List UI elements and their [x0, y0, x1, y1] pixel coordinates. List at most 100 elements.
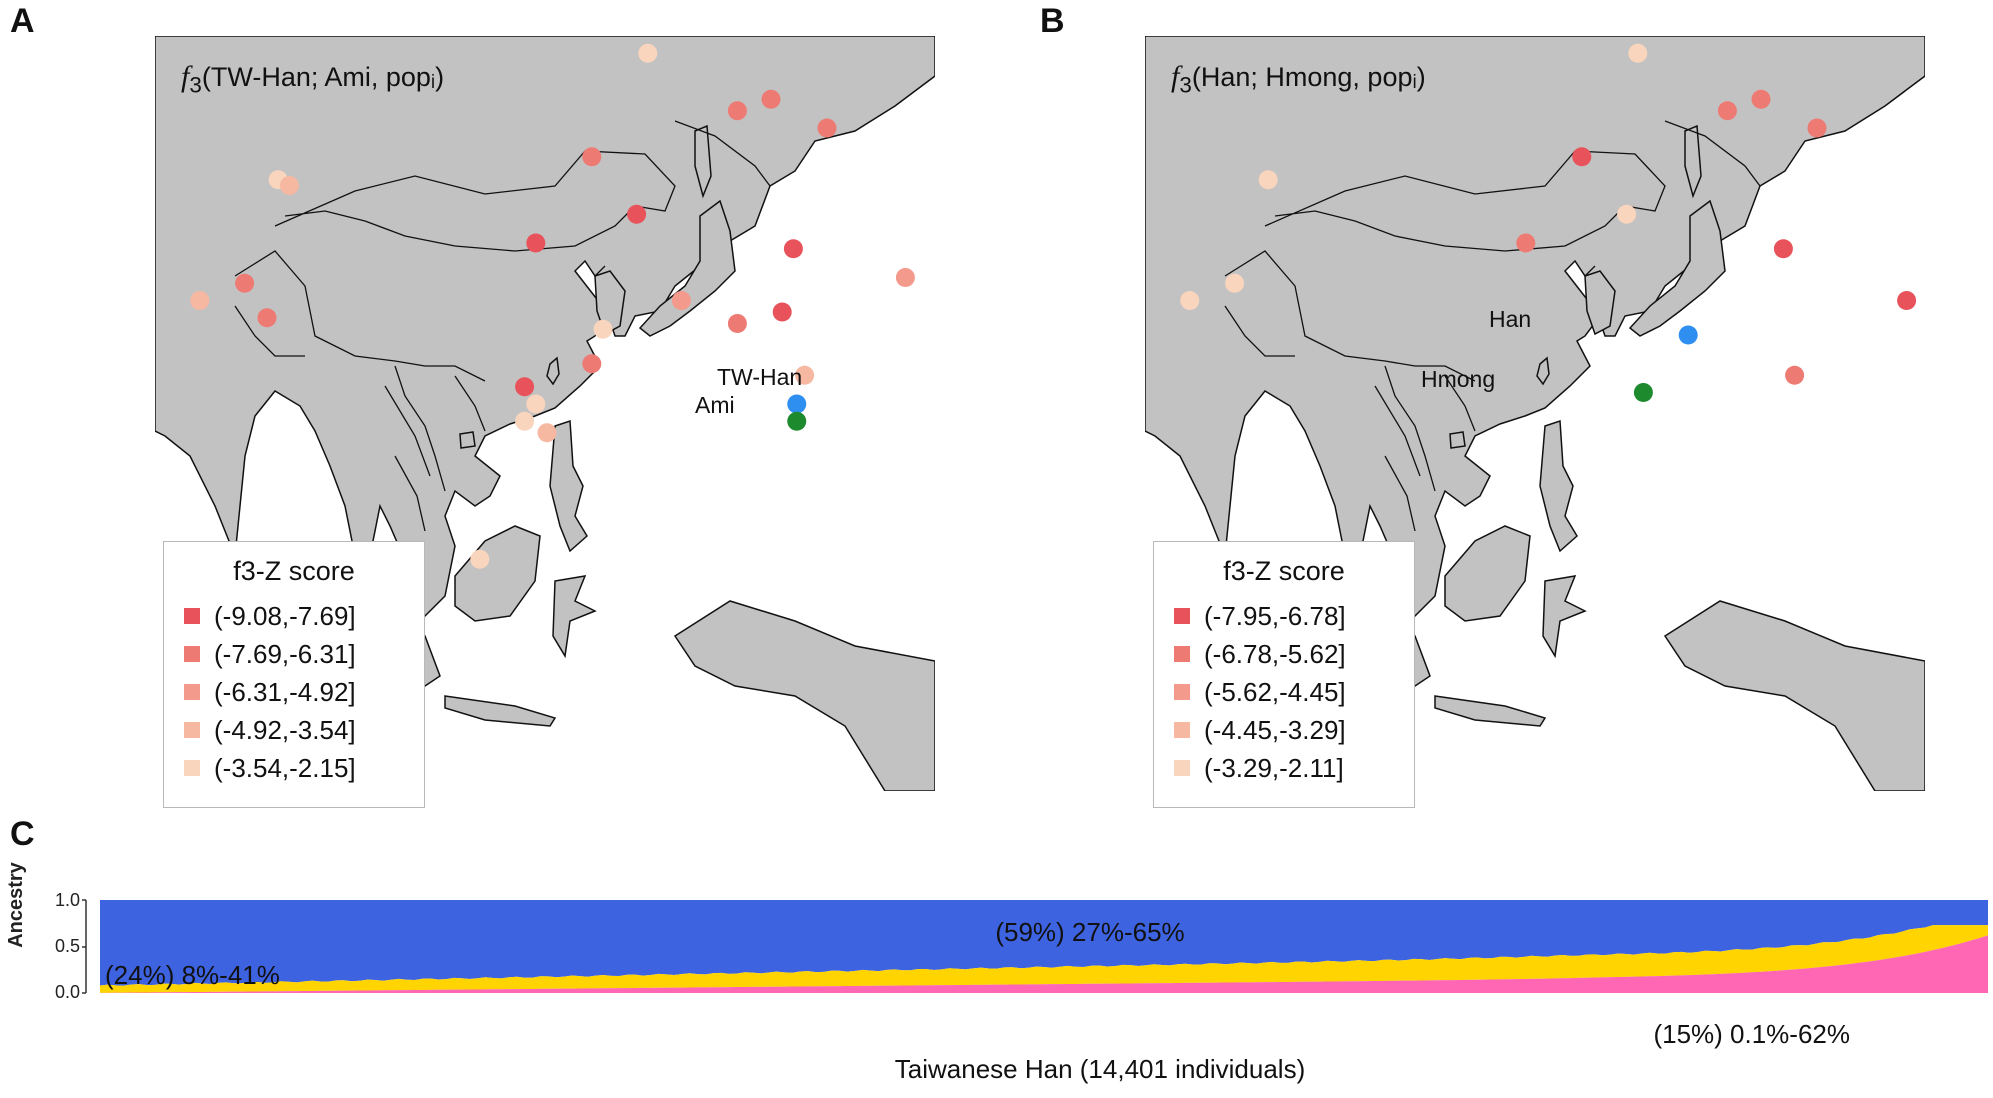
legend-swatch — [184, 646, 200, 662]
pink-ancestry-area — [100, 935, 1988, 993]
map-a-title: f3(TW-Han; Ami, popᵢ) — [181, 60, 445, 98]
population-dots — [1180, 43, 1917, 402]
borneo — [1444, 525, 1531, 622]
population-dot — [761, 89, 781, 109]
population-dot — [537, 423, 557, 443]
population-dot — [1258, 170, 1278, 190]
population-dot — [772, 302, 792, 322]
population-dot — [1807, 118, 1827, 138]
legend-swatch — [184, 760, 200, 776]
legend-a-range: (-3.54,-2.15] — [214, 752, 356, 783]
population-dot — [1897, 291, 1917, 310]
philippines — [549, 419, 588, 553]
legend-swatch — [1174, 760, 1190, 776]
korea — [1584, 270, 1616, 336]
population-dot — [515, 411, 535, 431]
hainan — [1449, 431, 1466, 449]
borneo — [454, 525, 541, 622]
legend-b-range: (-6.78,-5.62] — [1204, 638, 1346, 669]
population-dot — [1773, 239, 1793, 259]
legend-a-range: (-9.08,-7.69] — [214, 600, 356, 631]
map-panel-b: f3(Han; Hmong, popᵢ) Han Hmong f3-Z scor… — [1145, 36, 1925, 808]
legend-a-range: (-6.31,-4.92] — [214, 676, 356, 707]
legend-a-item: (-7.69,-6.31] — [184, 638, 356, 670]
legend-b-range: (-7.95,-6.78] — [1204, 600, 1346, 631]
hainan — [459, 431, 476, 449]
panel-b-letter: B — [1040, 2, 1065, 40]
x-axis-label: Taiwanese Han (14,401 individuals) — [895, 1054, 1305, 1084]
legend-swatch — [1174, 684, 1190, 700]
legend-swatch — [184, 608, 200, 624]
legend-b-item: (-3.29,-2.11] — [1174, 752, 1344, 784]
japan — [1628, 199, 1726, 337]
legend-a: f3-Z score (-9.08,-7.69] (-7.69,-6.31] (… — [163, 541, 425, 808]
population-dot — [515, 377, 535, 397]
blue-component-label: (59%) 27%-65% — [995, 917, 1184, 947]
population-dot — [727, 101, 747, 121]
sakhalin — [694, 124, 712, 199]
population-dot — [1225, 273, 1245, 293]
panel-c-letter: C — [10, 815, 35, 853]
population-dot — [526, 394, 546, 414]
population-dot — [795, 365, 815, 385]
population-dot — [582, 354, 602, 374]
target-population-dot — [1633, 383, 1653, 402]
legend-swatch — [1174, 722, 1190, 738]
ami-label: Ami — [695, 392, 735, 418]
population-dot — [1572, 147, 1592, 167]
sulawesi — [1542, 575, 1587, 659]
population-dot — [1617, 204, 1637, 224]
korea — [594, 270, 626, 336]
legend-b-range: (-4.45,-3.29] — [1204, 714, 1346, 745]
target-population-dot — [1678, 325, 1698, 345]
population-dot — [470, 549, 490, 569]
hmong-label: Hmong — [1421, 366, 1496, 392]
sulawesi — [552, 575, 597, 659]
population-dot — [638, 43, 658, 63]
blue-ancestry-area — [100, 900, 1988, 986]
y-tick-label: 0.5 — [55, 936, 80, 956]
country-borders — [1224, 120, 1761, 532]
population-dot — [582, 147, 602, 167]
legend-b-item: (-7.95,-6.78] — [1174, 600, 1346, 632]
legend-b: f3-Z score (-7.95,-6.78] (-6.78,-5.62] (… — [1153, 541, 1415, 808]
ancestry-chart: Ancestry 0.0 0.5 1.0 (59%) 27%-65% (24%)… — [5, 861, 1988, 1084]
population-dot — [1516, 233, 1536, 253]
legend-a-range: (-7.69,-6.31] — [214, 638, 356, 669]
y-axis-label: Ancestry — [5, 861, 27, 947]
population-dot — [1785, 365, 1805, 385]
yellow-ancestry-area — [100, 925, 1988, 993]
panel-a-letter: A — [10, 2, 35, 40]
legend-swatch — [1174, 646, 1190, 662]
legend-a-item: (-3.54,-2.15] — [184, 752, 356, 784]
map-b-title: f3(Han; Hmong, popᵢ) — [1171, 60, 1426, 98]
population-dot — [235, 273, 255, 293]
philippines — [1539, 419, 1578, 553]
han-label: Han — [1489, 306, 1532, 332]
y-tick-label: 1.0 — [55, 890, 80, 910]
population-dot — [257, 308, 277, 328]
legend-b-item: (-5.62,-4.45] — [1174, 676, 1346, 708]
population-dots — [190, 43, 915, 569]
population-dot — [627, 204, 647, 224]
legend-b-range: (-3.29,-2.11] — [1204, 752, 1344, 783]
legend-a-item: (-9.08,-7.69] — [184, 600, 356, 632]
population-dot — [526, 233, 546, 253]
target-population-dot — [787, 411, 807, 431]
legend-a-item: (-6.31,-4.92] — [184, 676, 356, 708]
population-dot — [1180, 291, 1200, 310]
population-dot — [279, 176, 299, 195]
target-population-dot — [787, 394, 807, 414]
legend-b-title: f3-Z score — [1223, 556, 1345, 586]
legend-swatch — [1174, 608, 1190, 624]
population-dot — [895, 268, 915, 287]
map-panel-a: f3(TW-Han; Ami, popᵢ) TW-Han Ami f3-Z sc… — [155, 36, 935, 808]
population-dot — [1717, 101, 1737, 121]
ancestry-panel: Ancestry 0.0 0.5 1.0 (59%) 27%-65% (24%)… — [0, 840, 1993, 1093]
legend-swatch — [184, 684, 200, 700]
taiwan — [1536, 356, 1550, 386]
population-dot — [727, 314, 747, 333]
pink-component-label: (15%) 0.1%-62% — [1653, 1019, 1850, 1049]
population-dot — [817, 118, 837, 138]
legend-b-range: (-5.62,-4.45] — [1204, 676, 1346, 707]
